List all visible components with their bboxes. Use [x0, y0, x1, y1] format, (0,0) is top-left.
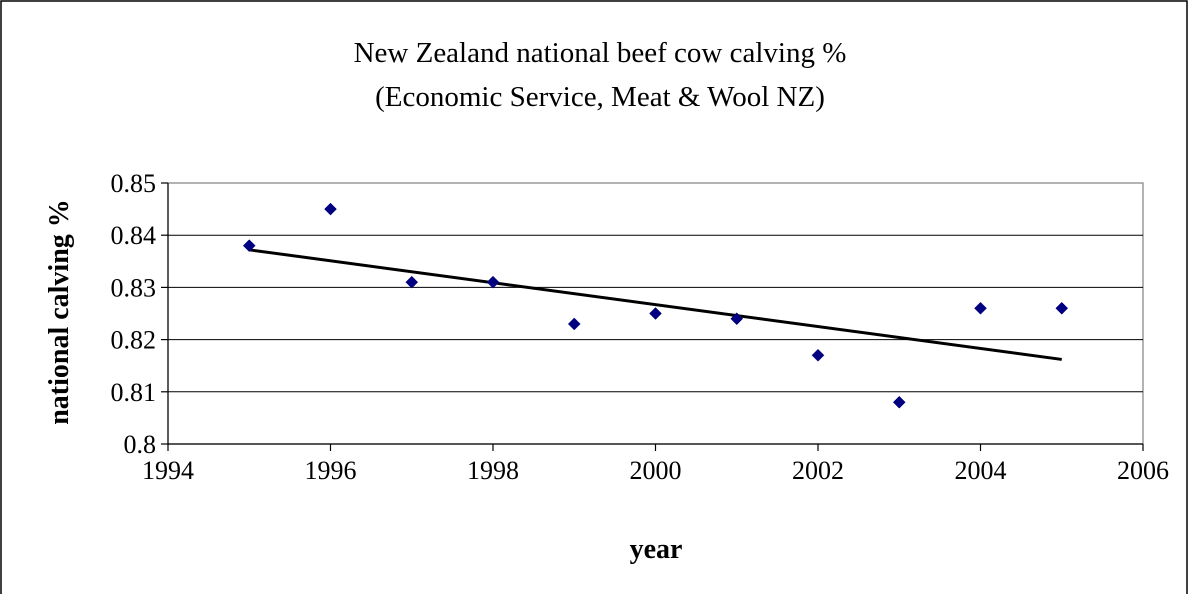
x-axis-label: year [630, 534, 683, 565]
y-tick-label: 0.8 [124, 430, 157, 459]
data-point-diamond [405, 275, 419, 289]
y-tick-label: 0.83 [111, 273, 157, 302]
x-tick-label: 1998 [467, 456, 519, 485]
data-point-diamond [1055, 301, 1069, 315]
data-point-diamond [974, 301, 987, 315]
x-tick-label: 2004 [955, 456, 1007, 485]
y-tick-label: 0.81 [111, 378, 157, 407]
data-point-diamond [486, 275, 500, 289]
data-point-diamond [730, 312, 744, 326]
data-point-diamond [811, 348, 825, 362]
y-axis-label: national calving % [44, 199, 75, 425]
x-tick-label: 2002 [792, 456, 844, 485]
x-tick-label: 1994 [142, 456, 194, 485]
y-axis-ticks: 0.8 0.81 0.82 0.83 0.84 0.85 [111, 169, 168, 459]
data-point-diamond [567, 317, 581, 331]
y-tick-label: 0.84 [111, 221, 157, 250]
x-tick-label: 1996 [305, 456, 357, 485]
y-tick-label: 0.85 [111, 169, 157, 198]
chart-title-line-1: New Zealand national beef cow calving % [354, 37, 847, 69]
x-axis-ticks: 1994 1996 1998 2000 2002 2004 2006 [142, 444, 1169, 485]
data-points [242, 202, 1069, 409]
x-tick-label: 2000 [630, 456, 682, 485]
gridlines [168, 234, 1143, 393]
chart-title-line-2: (Economic Service, Meat & Wool NZ) [375, 81, 825, 113]
data-point-diamond [324, 202, 337, 216]
y-tick-label: 0.82 [111, 326, 157, 355]
trendline-group [249, 248, 1062, 361]
data-point-diamond [242, 239, 256, 252]
x-tick-label: 2006 [1117, 456, 1169, 485]
data-point-diamond [892, 395, 906, 409]
trendline [249, 248, 1062, 361]
data-point-diamond [649, 307, 662, 320]
